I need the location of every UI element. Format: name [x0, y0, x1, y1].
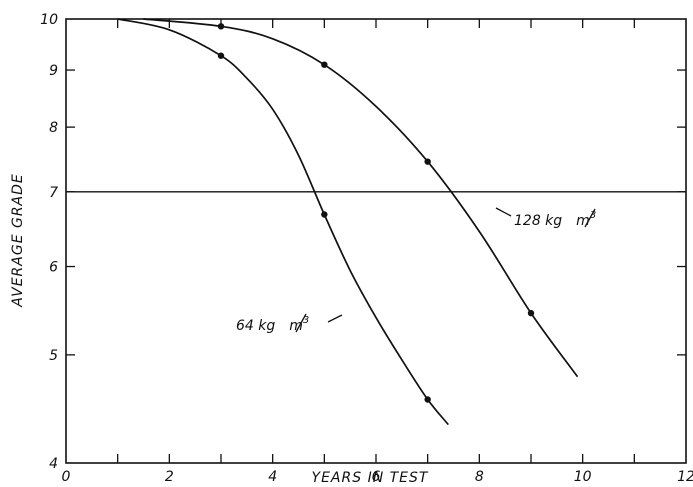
series-layer [117, 18, 579, 426]
series-label-64-main: 64 kg [236, 318, 275, 334]
y-tick-label-10: 10 [40, 12, 58, 28]
y-tick-label-7: 7 [49, 185, 58, 201]
x-tick-label-4: 4 [268, 469, 277, 485]
series-label-64-leader [327, 314, 343, 323]
plot-frame [65, 18, 687, 464]
x-tick-label-10: 10 [574, 469, 592, 485]
y-tick-label-6: 6 [49, 260, 58, 276]
series-0-point-2 [424, 396, 431, 403]
x-tick-label-0: 0 [62, 469, 71, 485]
series-label-64-slash [295, 313, 307, 333]
series-0-point-1 [321, 211, 328, 218]
y-tick-label-9: 9 [49, 63, 58, 79]
series-label-128-slash [584, 208, 596, 228]
x-axis-title: YEARS IN TEST [312, 470, 429, 486]
series-1-point-2 [424, 158, 431, 165]
series-label-128-main: 128 kg [514, 213, 562, 229]
series-1-point-0 [217, 23, 225, 30]
x-tick-label-8: 8 [475, 469, 484, 485]
series-label-128-exponent: 3 [590, 210, 596, 221]
series-1-point-1 [321, 61, 328, 68]
series-label-64-unit: m [289, 318, 303, 334]
series-0-line [117, 18, 449, 426]
series-1-line [143, 18, 579, 378]
x-tick-label-6: 6 [372, 469, 381, 485]
series-label-128-leader [495, 207, 512, 217]
y-axis-title: AVERAGE GRADE [10, 173, 26, 308]
series-label-128: 128 kg m3 [495, 207, 596, 229]
x-tick-label-12: 12 [677, 469, 693, 485]
x-tick-label-2: 2 [165, 469, 174, 485]
series-1-point-3 [527, 309, 535, 317]
series-label-64: 64 kg m3 [236, 313, 343, 334]
axis-ticks [66, 19, 686, 463]
y-tick-label-4: 4 [49, 456, 58, 472]
y-tick-label-8: 8 [49, 120, 58, 136]
series-0-point-0 [217, 52, 225, 59]
series-label-64-exponent: 3 [303, 315, 309, 326]
axis-tick-labels: 0 2 4 6 8 10 12 4 5 6 7 8 9 10 [40, 12, 693, 485]
y-tick-label-5: 5 [49, 348, 58, 364]
